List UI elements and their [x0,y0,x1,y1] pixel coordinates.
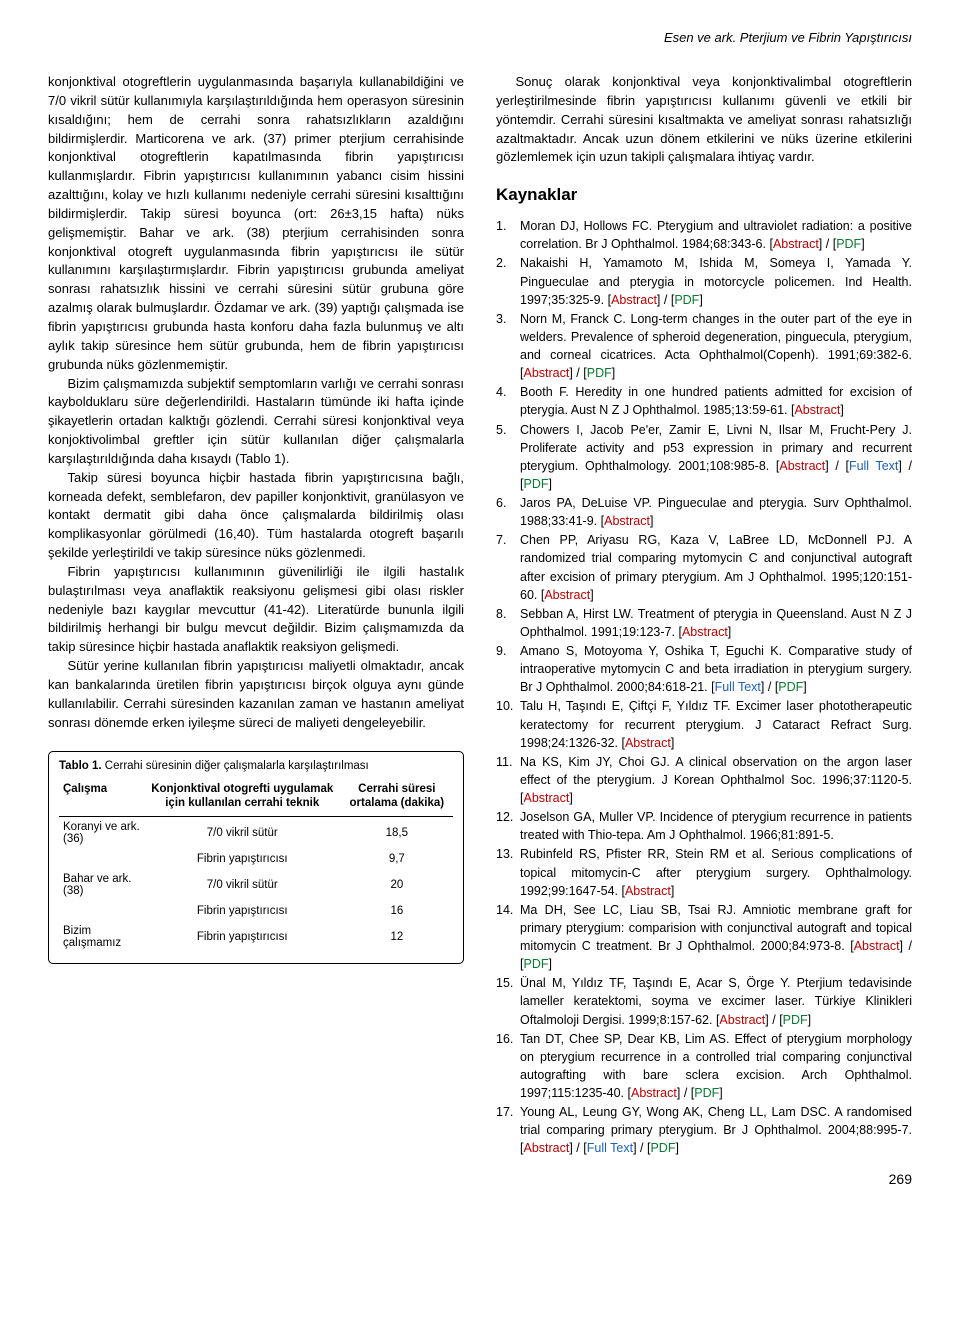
reference-item: Nakaishi H, Yamamoto M, Ishida M, Someya… [496,254,912,308]
abstract-link[interactable]: Abstract [523,791,569,805]
table-cell: Bizim çalışmamız [59,921,144,953]
reference-item: Rubinfeld RS, Pfister RR, Stein RM et al… [496,845,912,899]
table-cell [59,849,144,869]
table-cell: Fibrin yapıştırıcısı [144,921,341,953]
abstract-link[interactable]: Abstract [611,293,657,307]
table-row: Fibrin yapıştırıcısı16 [59,901,453,921]
abstract-link[interactable]: Abstract [523,1141,569,1155]
body-paragraph: Sonuç olarak konjonktival veya konjonkti… [496,73,912,167]
table-row: Koranyi ve ark. (36)7/0 vikril sütür18,5 [59,817,453,850]
table-header-cell: Cerrahi süresi ortalama (dakika) [341,780,453,817]
abstract-link[interactable]: Abstract [854,939,900,953]
abstract-link[interactable]: Abstract [625,884,671,898]
abstract-link[interactable]: Abstract [604,514,650,528]
table-cell [59,901,144,921]
abstract-link[interactable]: Abstract [794,403,840,417]
reference-item: Young AL, Leung GY, Wong AK, Cheng LL, L… [496,1103,912,1157]
table-row: Bahar ve ark. (38)7/0 vikril sütür20 [59,869,453,901]
pdf-link[interactable]: PDF [523,957,548,971]
reference-item: Na KS, Kim JY, Choi GJ. A clinical obser… [496,753,912,807]
body-paragraph: Sütür yerine kullanılan fibrin yapıştırı… [48,657,464,732]
table-cell: 12 [341,921,453,953]
table-header-row: Çalışma Konjonktival otogrefti uygulamak… [59,780,453,817]
pdf-link[interactable]: PDF [650,1141,675,1155]
reference-item: Ünal M, Yıldız TF, Taşındı E, Acar S, Ör… [496,974,912,1028]
reference-item: Chowers I, Jacob Pe'er, Zamir E, Livni N… [496,421,912,494]
full-text-link[interactable]: Full Text [587,1141,633,1155]
abstract-link[interactable]: Abstract [631,1086,677,1100]
table-header-cell: Konjonktival otogrefti uygulamak için ku… [144,780,341,817]
pdf-link[interactable]: PDF [694,1086,719,1100]
table-cell: 7/0 vikril sütür [144,869,341,901]
table-caption: Tablo 1. Cerrahi süresinin diğer çalışma… [59,760,453,772]
pdf-link[interactable]: PDF [836,237,861,251]
reference-item: Norn M, Franck C. Long-term changes in t… [496,310,912,383]
table-cell: 16 [341,901,453,921]
references-list: Moran DJ, Hollows FC. Pterygium and ultr… [496,217,912,1157]
body-paragraph: Bizim çalışmamızda subjektif semptomları… [48,375,464,469]
reference-item: Ma DH, See LC, Liau SB, Tsai RJ. Amnioti… [496,901,912,974]
left-column: konjonktival otogreftlerin uygulanmasınd… [48,73,464,1159]
reference-item: Amano S, Motoyoma Y, Oshika T, Eguchi K.… [496,642,912,696]
abstract-link[interactable]: Abstract [682,625,728,639]
table-cell: 7/0 vikril sütür [144,817,341,850]
table-1: Tablo 1. Cerrahi süresinin diğer çalışma… [48,751,464,965]
reference-item: Chen PP, Ariyasu RG, Kaza V, LaBree LD, … [496,531,912,604]
reference-item: Booth F. Heredity in one hundred patient… [496,383,912,419]
reference-item: Moran DJ, Hollows FC. Pterygium and ultr… [496,217,912,253]
table-cell: Fibrin yapıştırıcısı [144,901,341,921]
pdf-link[interactable]: PDF [674,293,699,307]
full-text-link[interactable]: Full Text [849,459,898,473]
table-cell: 18,5 [341,817,453,850]
references-heading: Kaynaklar [496,185,912,205]
reference-item: Tan DT, Chee SP, Dear KB, Lim AS. Effect… [496,1030,912,1103]
running-header: Esen ve ark. Pterjium ve Fibrin Yapıştır… [48,30,912,45]
abstract-link[interactable]: Abstract [719,1013,765,1027]
table-cell: Bahar ve ark. (38) [59,869,144,901]
table-cell: 20 [341,869,453,901]
abstract-link[interactable]: Abstract [773,237,819,251]
pdf-link[interactable]: PDF [587,366,612,380]
comparison-table: Çalışma Konjonktival otogrefti uygulamak… [59,780,453,954]
pdf-link[interactable]: PDF [778,680,803,694]
abstract-link[interactable]: Abstract [523,366,569,380]
reference-item: Jaros PA, DeLuise VP. Pingueculae and pt… [496,494,912,530]
body-paragraph: konjonktival otogreftlerin uygulanmasınd… [48,73,464,375]
full-text-link[interactable]: Full Text [715,680,761,694]
pdf-link[interactable]: PDF [783,1013,808,1027]
abstract-link[interactable]: Abstract [625,736,671,750]
pdf-link[interactable]: PDF [523,477,548,491]
two-column-layout: konjonktival otogreftlerin uygulanmasınd… [48,73,912,1159]
table-cell: 9,7 [341,849,453,869]
page-number: 269 [48,1171,912,1187]
table-caption-text: Cerrahi süresinin diğer çalışmalarla kar… [102,760,369,772]
body-paragraph: Fibrin yapıştırıcısı kullanımının güveni… [48,563,464,657]
reference-item: Sebban A, Hirst LW. Treatment of pterygi… [496,605,912,641]
body-paragraph: Takip süresi boyunca hiçbir hastada fibr… [48,469,464,563]
table-row: Bizim çalışmamızFibrin yapıştırıcısı12 [59,921,453,953]
table-caption-label: Tablo 1. [59,760,102,772]
table-cell: Fibrin yapıştırıcısı [144,849,341,869]
reference-item: Joselson GA, Muller VP. Incidence of pte… [496,808,912,844]
table-header-cell: Çalışma [59,780,144,817]
right-column: Sonuç olarak konjonktival veya konjonkti… [496,73,912,1159]
abstract-link[interactable]: Abstract [544,588,590,602]
reference-item: Talu H, Taşındı E, Çiftçi F, Yıldız TF. … [496,697,912,751]
table-cell: Koranyi ve ark. (36) [59,817,144,850]
table-row: Fibrin yapıştırıcısı9,7 [59,849,453,869]
abstract-link[interactable]: Abstract [779,459,825,473]
